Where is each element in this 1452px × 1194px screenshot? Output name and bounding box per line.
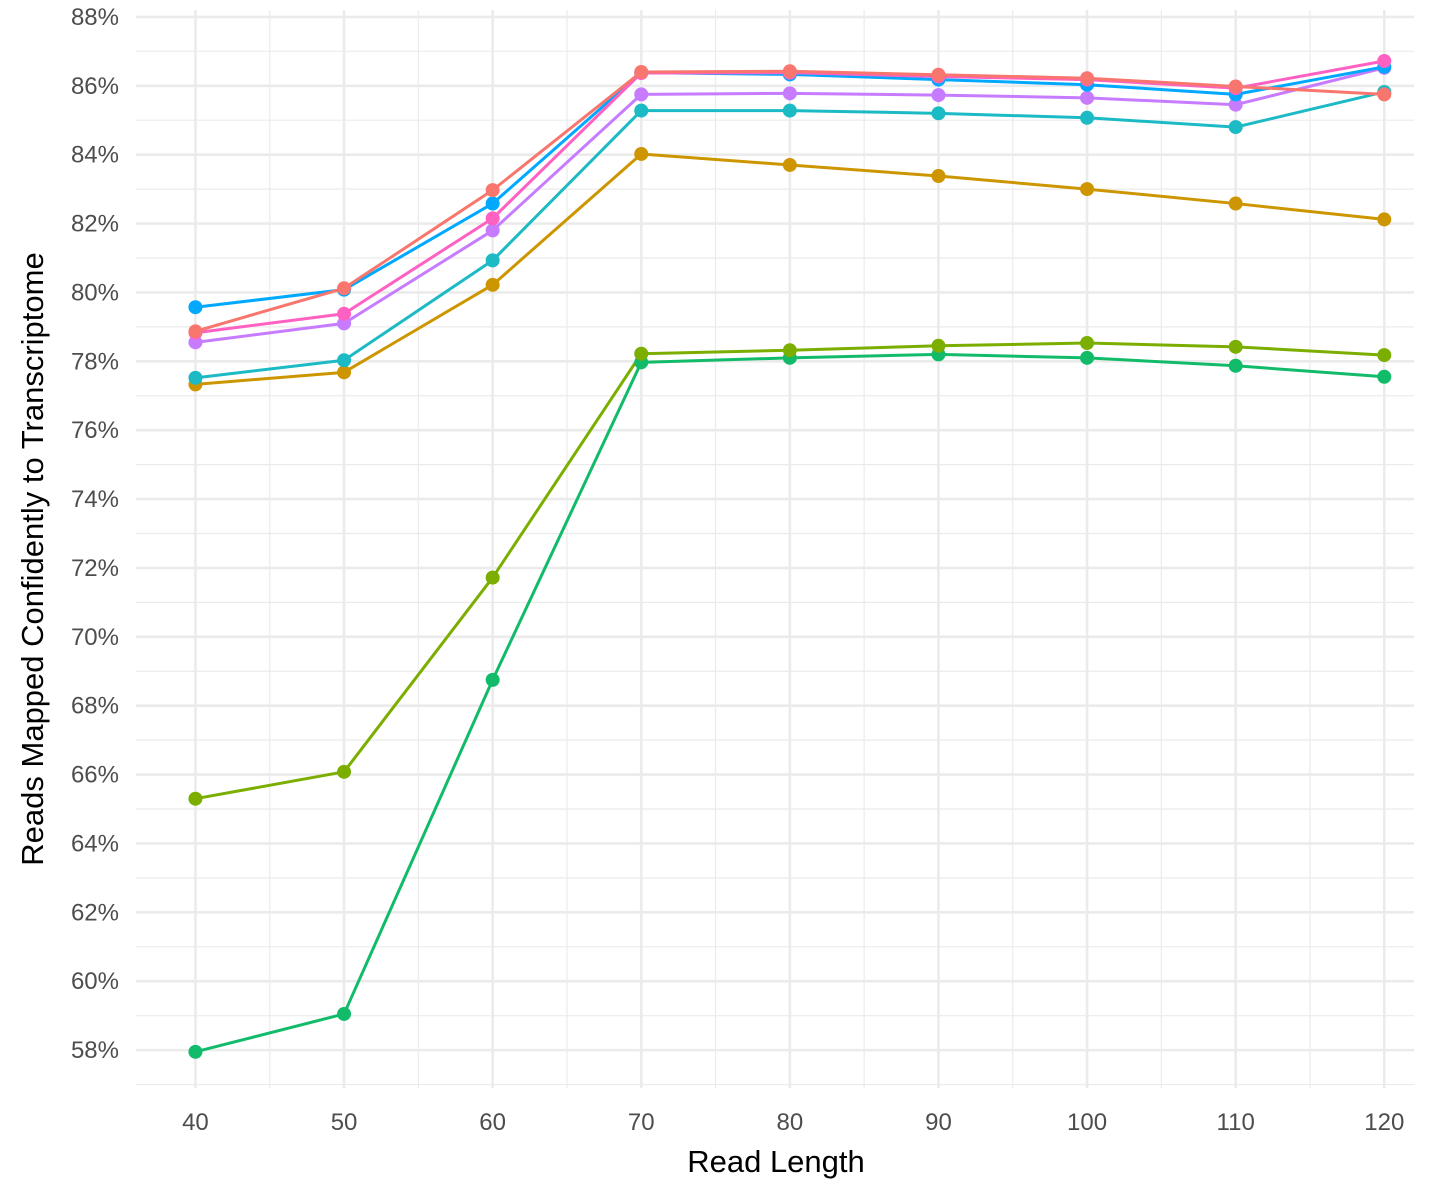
x-axis-title: Read Length (687, 1144, 865, 1179)
y-tick-label: 68% (71, 693, 119, 720)
series-gold-point (634, 146, 649, 161)
series-red-point (188, 324, 203, 339)
x-tick-label: 110 (1217, 1109, 1255, 1136)
x-tick-label: 100 (1067, 1109, 1107, 1136)
y-tick-label: 74% (71, 486, 119, 513)
series-red-point (931, 67, 946, 82)
series-pink-point (337, 306, 352, 321)
series-gold-point (1377, 212, 1392, 227)
series-red-point (782, 64, 797, 79)
y-tick-label: 60% (71, 968, 119, 995)
y-tick-label: 70% (71, 624, 119, 651)
series-green-point (1080, 350, 1095, 365)
series-red-point (1377, 87, 1392, 102)
series-purple-point (1228, 97, 1243, 112)
series-olive-point (188, 791, 203, 806)
y-axis-ticks: 58% 60% 62% 64% 66% 68% 70% 72% 74% 76% 78% 80% 82% 8… (71, 4, 119, 1064)
series-teal-point (188, 370, 203, 385)
y-axis-title: Reads Mapped Confidently to Transcriptom… (15, 252, 50, 865)
x-tick-label: 120 (1364, 1109, 1404, 1136)
series-blue-point (485, 196, 500, 211)
y-tick-label: 72% (71, 555, 119, 582)
series-green-point (1377, 369, 1392, 384)
grid (136, 10, 1414, 1088)
series-olive-point (1080, 336, 1095, 351)
y-tick-label: 64% (71, 830, 119, 857)
y-tick-label: 88% (71, 4, 119, 31)
series-teal-point (782, 103, 797, 118)
y-tick-label: 86% (71, 73, 119, 100)
y-tick-label: 62% (71, 899, 119, 926)
x-tick-label: 60 (479, 1109, 506, 1136)
series-gold-point (782, 157, 797, 172)
series-gold-point (1228, 196, 1243, 211)
x-axis-ticks: 40 50 60 70 80 90 100 110 120 (182, 1109, 1404, 1136)
x-tick-label: 80 (777, 1109, 804, 1136)
series-purple-point (634, 87, 649, 102)
series-red-point (1228, 79, 1243, 94)
series-purple-point (1080, 90, 1095, 105)
series-green-point (188, 1044, 203, 1059)
series-gold-point (1080, 182, 1095, 197)
series-olive-point (1377, 348, 1392, 363)
series-purple-point (931, 88, 946, 103)
y-tick-label: 66% (71, 762, 119, 789)
series-red-point (1080, 71, 1095, 86)
series-blue-point (188, 300, 203, 315)
x-tick-label: 40 (182, 1109, 209, 1136)
series-teal-point (931, 106, 946, 121)
series-olive-point (782, 343, 797, 358)
y-tick-label: 82% (71, 211, 119, 238)
x-tick-label: 90 (925, 1109, 952, 1136)
series-teal-point (337, 353, 352, 368)
series-gold-point (931, 169, 946, 184)
series-olive-point (1228, 339, 1243, 354)
series-green-point (337, 1006, 352, 1021)
y-tick-label: 80% (71, 279, 119, 306)
series-purple-point (485, 223, 500, 238)
series-teal-point (634, 103, 649, 118)
y-tick-label: 78% (71, 348, 119, 375)
series-purple-point (782, 86, 797, 101)
x-tick-label: 70 (628, 1109, 655, 1136)
series-red-point (634, 64, 649, 79)
y-tick-label: 58% (71, 1037, 119, 1064)
series-olive-point (485, 570, 500, 585)
y-tick-label: 84% (71, 142, 119, 169)
series-teal-point (1080, 110, 1095, 125)
series-gold-point (485, 277, 500, 292)
series-olive-point (931, 338, 946, 353)
series-purple-point (337, 316, 352, 331)
series-gold-point (337, 365, 352, 380)
series-red-point (337, 281, 352, 296)
series-teal-point (485, 253, 500, 268)
series-pink-point (1377, 53, 1392, 68)
series-purple-point (188, 335, 203, 350)
series-teal-point (1228, 120, 1243, 135)
series-points (188, 53, 1392, 1059)
series-red-point (485, 183, 500, 198)
series-olive-point (634, 346, 649, 361)
x-tick-label: 50 (331, 1109, 358, 1136)
series-olive-point (337, 764, 352, 779)
series-green-point (485, 672, 500, 687)
y-tick-label: 76% (71, 417, 119, 444)
series-green-point (1228, 358, 1243, 373)
series-pink-point (485, 211, 500, 226)
